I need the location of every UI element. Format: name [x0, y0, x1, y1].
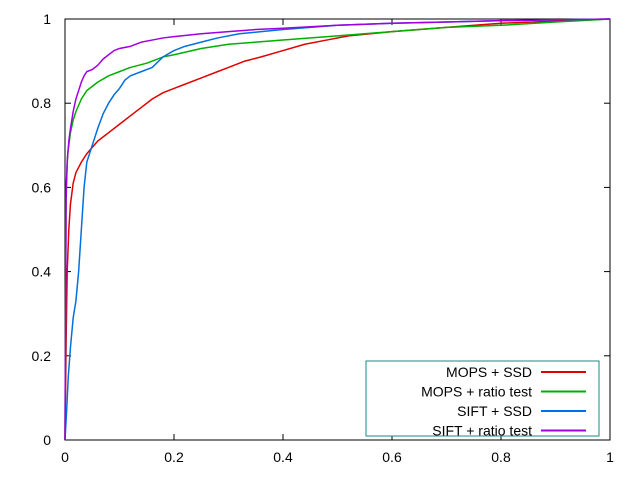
x-tick-label: 1 [606, 449, 614, 465]
plot-frame [64, 18, 611, 441]
y-tick-label: 0.4 [32, 264, 52, 280]
y-tick-label: 1 [43, 11, 51, 27]
series-line-4 [64, 18, 611, 441]
x-tick-label: 0.8 [491, 449, 511, 465]
series-line-2 [64, 18, 611, 441]
y-tick-label: 0.2 [32, 348, 52, 364]
x-tick-label: 0 [61, 449, 69, 465]
x-tick-label: 0.6 [382, 449, 402, 465]
legend-box [365, 360, 600, 437]
y-tick-label: 0.6 [32, 179, 52, 195]
y-tick-label: 0.8 [32, 95, 52, 111]
x-tick-label: 0.2 [164, 449, 184, 465]
x-tick-label: 0.4 [273, 449, 293, 465]
legend-label: MOPS + ratio test [421, 384, 532, 400]
legend-label: MOPS + SSD [446, 364, 532, 380]
legend-label: SIFT + SSD [457, 403, 532, 419]
axes [64, 18, 611, 441]
series-lines [64, 18, 611, 441]
axis-ticks: 0 0.2 0.4 0.6 0.8 1 0 0.2 0.4 0.6 0.8 1 [32, 11, 615, 465]
y-tick-label: 0 [43, 432, 51, 448]
legend: MOPS + SSD MOPS + ratio test SIFT + SSD SIF… [365, 360, 600, 439]
legend-label: SIFT + ratio test [432, 423, 532, 439]
